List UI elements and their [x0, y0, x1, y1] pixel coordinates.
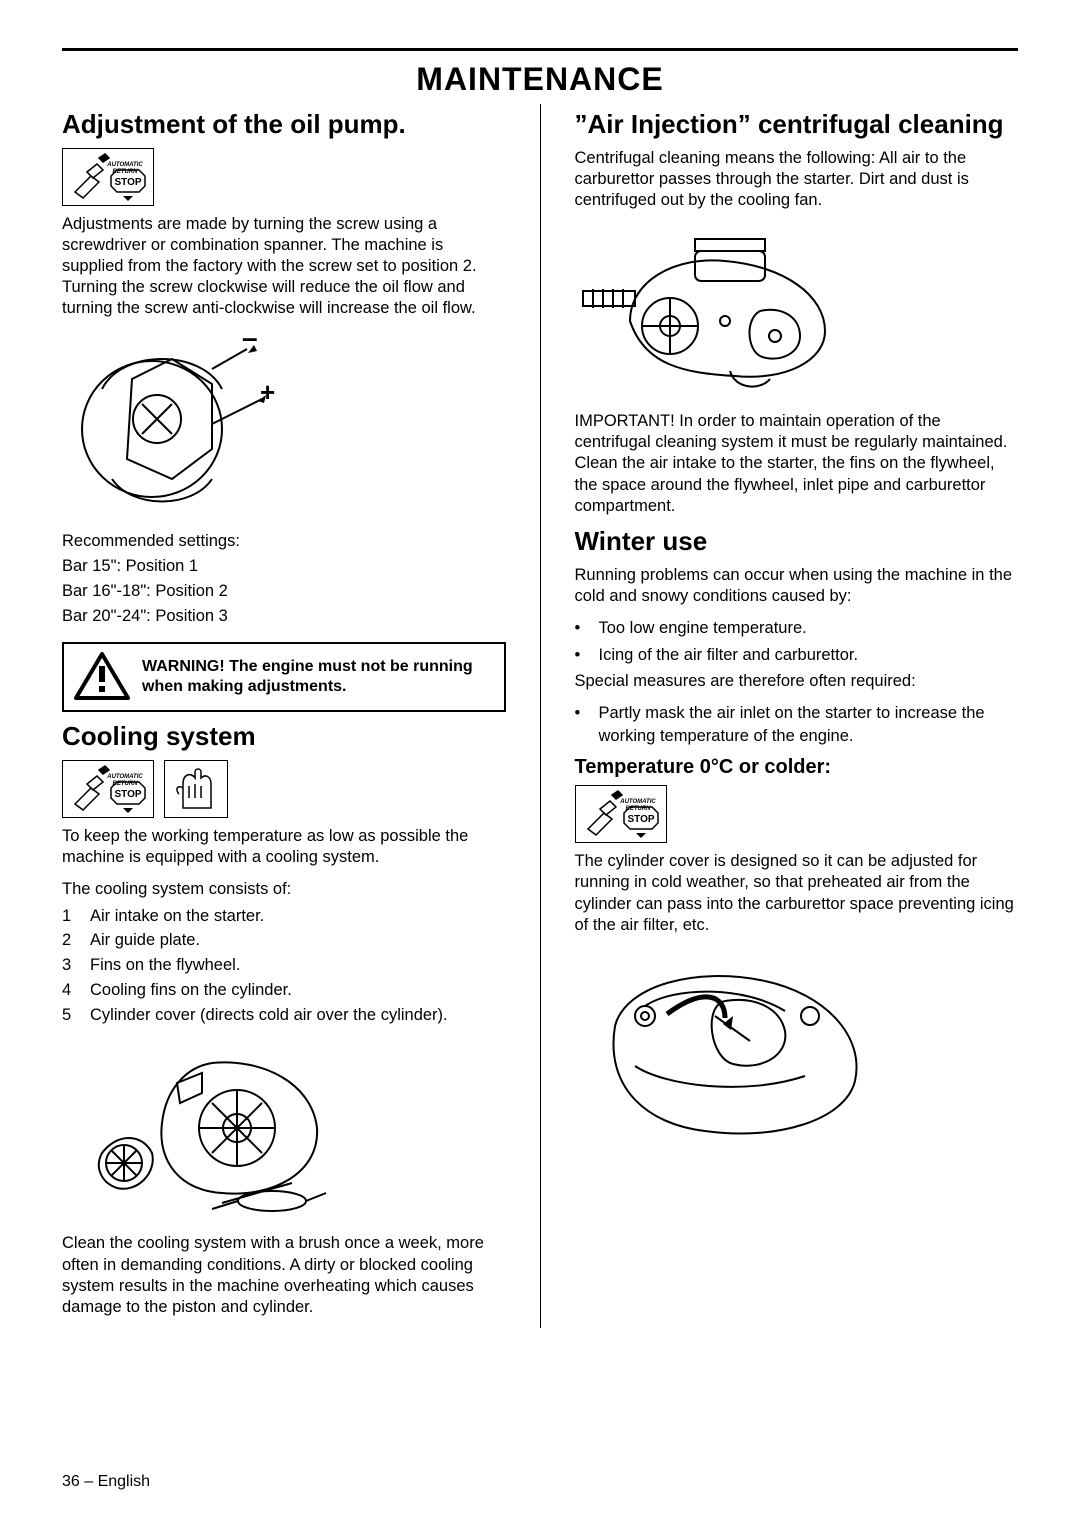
heading-winter: Winter use — [575, 527, 1019, 557]
cooling-list: 1Air intake on the starter. 2Air guide p… — [62, 904, 506, 1028]
cooling-p3: Clean the cooling system with a brush on… — [62, 1233, 506, 1317]
list-item: •Too low engine temperature. — [575, 617, 1019, 640]
heading-oil-pump: Adjustment of the oil pump. — [62, 110, 506, 140]
winter-p1: Running problems can occur when using th… — [575, 565, 1019, 607]
heading-air-injection: ”Air Injection” centrifugal cleaning — [575, 110, 1019, 140]
winter-p2: Special measures are therefore often req… — [575, 671, 1019, 692]
setting-2: Bar 16"-18": Position 2 — [62, 579, 506, 604]
air-injection-p1: Centrifugal cleaning means the following… — [575, 148, 1019, 211]
oil-pump-figure: – + — [62, 329, 506, 519]
temp-icon-row: AUTOMATIC RETURN STOP — [575, 785, 1019, 843]
list-item: 4Cooling fins on the cylinder. — [62, 978, 506, 1003]
heading-cooling: Cooling system — [62, 722, 506, 752]
list-item: 3Fins on the flywheel. — [62, 953, 506, 978]
heading-temperature: Temperature 0°C or colder: — [575, 756, 1019, 779]
cooling-p2: The cooling system consists of: — [62, 879, 506, 900]
column-divider — [540, 104, 541, 1328]
columns: Adjustment of the oil pump. AUTOMATIC RE… — [62, 104, 1018, 1328]
right-column: ”Air Injection” centrifugal cleaning Cen… — [575, 104, 1019, 1328]
list-item: •Icing of the air filter and carburettor… — [575, 644, 1019, 667]
automatic-return-label: AUTOMATIC — [106, 162, 143, 168]
plus-label: + — [260, 377, 275, 407]
left-column: Adjustment of the oil pump. AUTOMATIC RE… — [62, 104, 506, 1328]
list-item: 2Air guide plate. — [62, 928, 506, 953]
list-item: •Partly mask the air inlet on the starte… — [575, 702, 1019, 748]
cooling-p1: To keep the working temperature as low a… — [62, 826, 506, 868]
stop-label: STOP — [114, 177, 141, 188]
list-item: 5Cylinder cover (directs cold air over t… — [62, 1003, 506, 1028]
settings-label: Recommended settings: — [62, 529, 506, 554]
page-title: MAINTENANCE — [62, 61, 1018, 98]
winter-causes: •Too low engine temperature. •Icing of t… — [575, 617, 1019, 667]
warning-triangle-icon — [74, 652, 130, 702]
setting-1: Bar 15": Position 1 — [62, 554, 506, 579]
air-injection-figure — [575, 221, 1019, 401]
svg-text:AUTOMATIC: AUTOMATIC — [106, 774, 143, 780]
warning-box: WARNING! The engine must not be running … — [62, 642, 506, 712]
cooling-figure — [62, 1033, 506, 1223]
oil-pump-body: Adjustments are made by turning the scre… — [62, 214, 506, 320]
svg-text:STOP: STOP — [114, 789, 141, 800]
recommended-settings: Recommended settings: Bar 15": Position … — [62, 529, 506, 628]
top-rule — [62, 48, 1018, 51]
page-footer: 36 – English — [62, 1473, 150, 1491]
svg-text:STOP: STOP — [627, 814, 654, 825]
setting-3: Bar 20"-24": Position 3 — [62, 604, 506, 629]
stop-switch-icon-2: AUTOMATIC RETURN STOP — [62, 760, 154, 818]
stop-switch-icon: AUTOMATIC RETURN STOP — [62, 148, 154, 206]
air-injection-p2: IMPORTANT! In order to maintain operatio… — [575, 411, 1019, 517]
winter-cover-figure — [575, 946, 1019, 1156]
winter-measures: •Partly mask the air inlet on the starte… — [575, 702, 1019, 748]
gloves-icon — [164, 760, 228, 818]
warning-text: WARNING! The engine must not be running … — [142, 657, 494, 697]
stop-switch-icon-3: AUTOMATIC RETURN STOP — [575, 785, 667, 843]
cooling-icon-row: AUTOMATIC RETURN STOP — [62, 760, 506, 818]
temp-body: The cylinder cover is designed so it can… — [575, 851, 1019, 935]
stop-icon-row: AUTOMATIC RETURN STOP — [62, 148, 506, 206]
list-item: 1Air intake on the starter. — [62, 904, 506, 929]
svg-text:AUTOMATIC: AUTOMATIC — [619, 799, 656, 805]
